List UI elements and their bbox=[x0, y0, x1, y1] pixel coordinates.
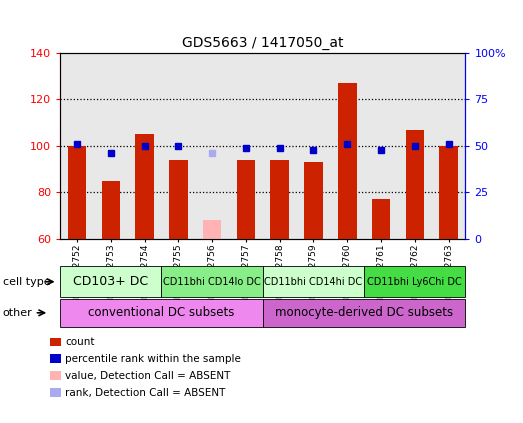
Title: GDS5663 / 1417050_at: GDS5663 / 1417050_at bbox=[182, 36, 344, 50]
Text: CD11bhi CD14lo DC: CD11bhi CD14lo DC bbox=[163, 277, 261, 287]
Text: other: other bbox=[3, 308, 32, 318]
Bar bbox=[60, 53, 94, 239]
Bar bbox=[338, 83, 357, 239]
Bar bbox=[135, 135, 154, 239]
Bar bbox=[203, 220, 221, 239]
Text: value, Detection Call = ABSENT: value, Detection Call = ABSENT bbox=[65, 371, 231, 381]
Bar bbox=[431, 53, 465, 239]
Bar bbox=[439, 146, 458, 239]
Bar bbox=[263, 53, 297, 239]
Text: CD103+ DC: CD103+ DC bbox=[73, 275, 149, 288]
Bar bbox=[128, 53, 162, 239]
Bar bbox=[372, 200, 390, 239]
Bar bbox=[304, 162, 323, 239]
Text: percentile rank within the sample: percentile rank within the sample bbox=[65, 354, 241, 364]
Bar bbox=[297, 53, 331, 239]
Bar bbox=[195, 53, 229, 239]
Bar bbox=[364, 53, 398, 239]
Bar bbox=[94, 53, 128, 239]
Bar bbox=[169, 160, 188, 239]
Text: monocyte-derived DC subsets: monocyte-derived DC subsets bbox=[275, 306, 453, 319]
Bar bbox=[236, 160, 255, 239]
Text: CD11bhi Ly6Chi DC: CD11bhi Ly6Chi DC bbox=[368, 277, 462, 287]
Text: conventional DC subsets: conventional DC subsets bbox=[88, 306, 235, 319]
Text: CD11bhi CD14hi DC: CD11bhi CD14hi DC bbox=[265, 277, 362, 287]
Bar bbox=[270, 160, 289, 239]
Text: rank, Detection Call = ABSENT: rank, Detection Call = ABSENT bbox=[65, 387, 226, 398]
Bar bbox=[101, 181, 120, 239]
Bar bbox=[398, 53, 431, 239]
Text: cell type: cell type bbox=[3, 277, 50, 287]
Bar bbox=[68, 146, 86, 239]
Text: count: count bbox=[65, 337, 95, 347]
Bar bbox=[229, 53, 263, 239]
Bar bbox=[405, 130, 424, 239]
Bar bbox=[162, 53, 195, 239]
Bar bbox=[331, 53, 364, 239]
